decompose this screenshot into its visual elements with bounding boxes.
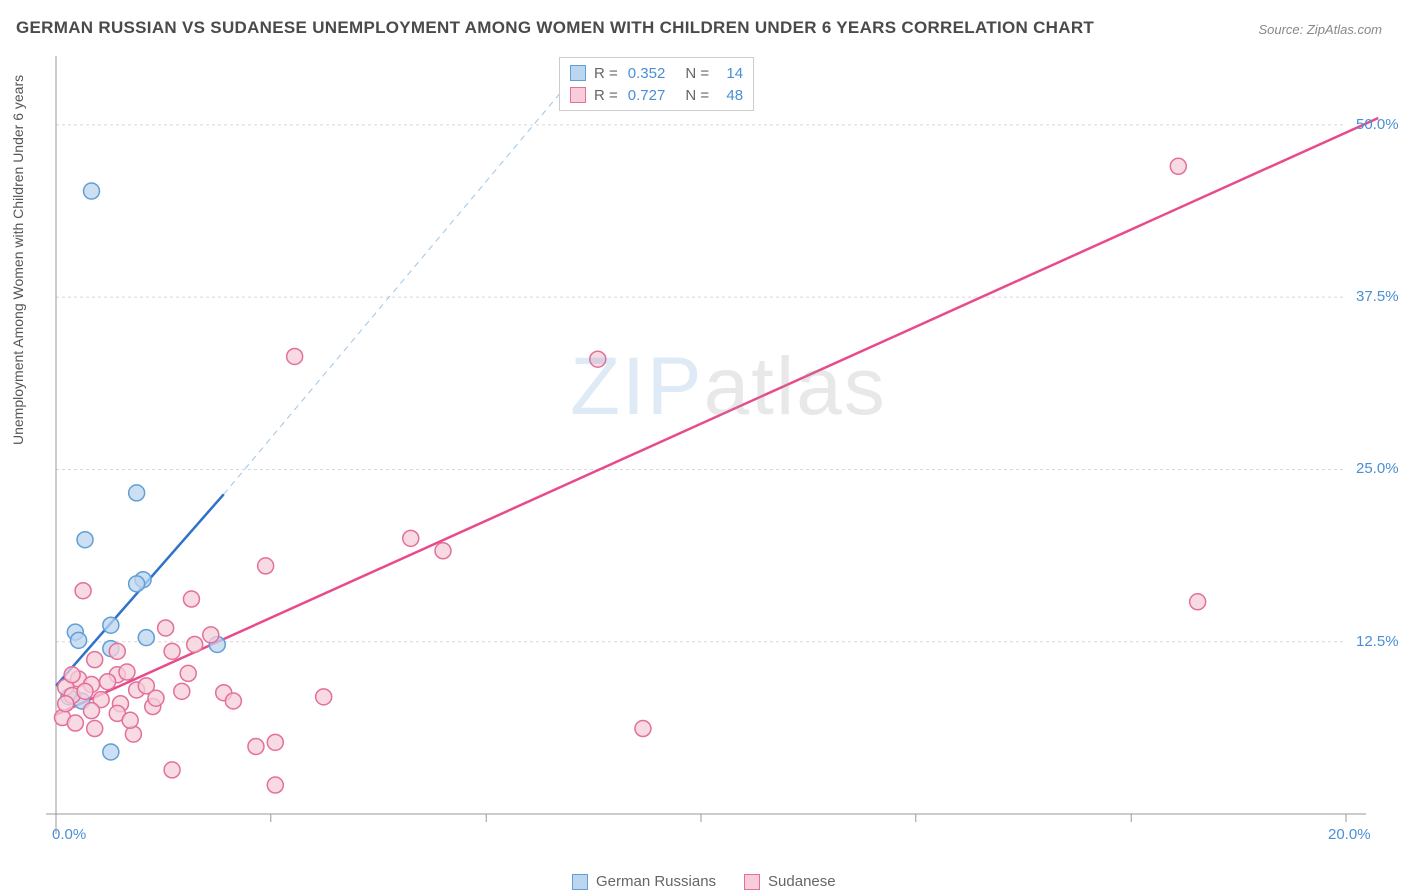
legend-swatch [744, 874, 760, 890]
legend-swatch [570, 87, 586, 103]
legend-n-value: 14 [719, 65, 743, 82]
series-legend-item: German Russians [572, 873, 716, 890]
x-tick-label: 0.0% [52, 826, 86, 843]
scatter-chart [56, 56, 1386, 846]
y-tick-label: 25.0% [1356, 460, 1399, 477]
y-axis-label: Unemployment Among Women with Children U… [10, 75, 26, 445]
legend-swatch [570, 65, 586, 81]
series-name: Sudanese [768, 873, 836, 890]
y-tick-label: 12.5% [1356, 633, 1399, 650]
legend-row: R = 0.352 N = 14 [570, 62, 743, 84]
legend-n-value: 48 [719, 87, 743, 104]
y-tick-label: 50.0% [1356, 116, 1399, 133]
source-label: Source: ZipAtlas.com [1258, 22, 1382, 37]
legend-r-label: R = [594, 87, 618, 104]
plot-area: 12.5%25.0%37.5%50.0%0.0%20.0% [56, 56, 1386, 846]
legend-n-label: N = [685, 65, 709, 82]
series-legend-item: Sudanese [744, 873, 836, 890]
legend-n-label: N = [685, 87, 709, 104]
correlation-legend: R = 0.352 N = 14 R = 0.727 N = 48 [559, 57, 754, 111]
legend-swatch [572, 874, 588, 890]
chart-title: GERMAN RUSSIAN VS SUDANESE UNEMPLOYMENT … [16, 18, 1094, 38]
series-name: German Russians [596, 873, 716, 890]
y-tick-label: 37.5% [1356, 288, 1399, 305]
x-tick-label: 20.0% [1328, 826, 1371, 843]
legend-row: R = 0.727 N = 48 [570, 84, 743, 106]
series-legend: German Russians Sudanese [572, 873, 836, 890]
legend-r-label: R = [594, 65, 618, 82]
legend-r-value: 0.727 [628, 87, 666, 104]
legend-r-value: 0.352 [628, 65, 666, 82]
